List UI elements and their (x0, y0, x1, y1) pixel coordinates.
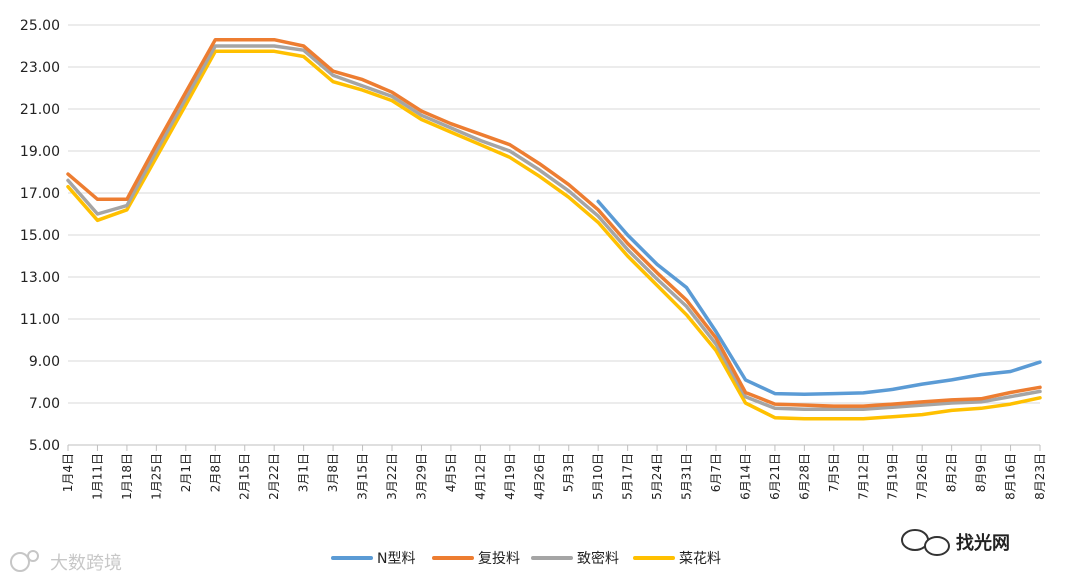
x-tick-label: 5月17日 (621, 453, 635, 500)
watermark-left: 大数跨境 (10, 550, 122, 574)
x-tick-label: 3月1日 (297, 453, 311, 492)
x-tick-label: 5月31日 (680, 453, 694, 500)
y-tick-label: 11.00 (20, 312, 60, 328)
y-axis-ticks: 5.00 7.00 9.00 11.00 13.00 15.00 17.00 19.00 21.… (20, 18, 60, 454)
legend-item: 菜花料 (633, 551, 721, 567)
x-tick-label: 7月19日 (886, 453, 900, 500)
x-tick-label: 8月16日 (1004, 453, 1018, 500)
legend-item: 致密料 (531, 550, 619, 567)
x-tick-label: 2月8日 (208, 453, 222, 492)
x-tick-label: 2月15日 (238, 453, 252, 500)
series-line-3 (66, 49, 1042, 421)
x-tick-label: 1月11日 (90, 453, 104, 500)
x-tick-label: 2月22日 (267, 453, 281, 500)
x-tick-label: 2月1日 (179, 453, 193, 492)
x-tick-label: 6月7日 (709, 453, 723, 492)
x-tick-label: 6月14日 (738, 453, 752, 500)
weibo-logo-icon (10, 550, 39, 572)
x-tick-label: 8月9日 (974, 453, 988, 492)
series-line-2 (66, 44, 1042, 412)
x-tick-label: 5月10日 (591, 453, 605, 500)
x-tick-label: 8月23日 (1033, 453, 1047, 500)
x-tick-label: 1月4日 (61, 453, 75, 492)
y-tick-label: 7.00 (29, 396, 60, 412)
y-tick-label: 9.00 (29, 354, 60, 370)
y-tick-label: 25.00 (20, 18, 60, 34)
x-tick-label: 3月8日 (326, 453, 340, 492)
x-tick-label: 7月26日 (915, 453, 929, 500)
y-tick-label: 21.00 (20, 102, 60, 118)
y-tick-label: 5.00 (29, 438, 60, 454)
y-tick-label: 17.00 (20, 186, 60, 202)
series-lines (66, 37, 1042, 421)
x-tick-label: 4月26日 (532, 453, 546, 500)
x-tick-label: 3月29日 (414, 453, 428, 500)
legend-label: N型料 (377, 551, 415, 567)
legend-item: N型料 (331, 551, 415, 567)
gridlines (68, 24, 1040, 446)
series-line-1 (66, 37, 1042, 408)
x-tick-label: 3月22日 (385, 453, 399, 500)
x-tick-label: 4月19日 (503, 453, 517, 500)
x-tick-label: 6月21日 (768, 453, 782, 500)
x-tick-label: 8月2日 (945, 453, 959, 492)
watermark-right: 找光网 (901, 529, 1010, 556)
y-tick-label: 23.00 (20, 60, 60, 76)
x-axis: 1月4日 1月11日 1月18日 1月25日 2月1日 2月8日 2月15日 2月22日 3月1… (61, 445, 1047, 500)
y-tick-label: 13.00 (20, 270, 60, 286)
legend: N型料 复投料 致密料 菜花料 (331, 550, 721, 567)
watermark-right-text: 找光网 (956, 532, 1010, 554)
legend-label: 复投料 (478, 550, 520, 567)
x-tick-label: 7月5日 (827, 453, 841, 492)
x-tick-label: 1月25日 (149, 453, 163, 500)
legend-item: 复投料 (432, 550, 520, 567)
legend-label: 菜花料 (679, 551, 721, 567)
legend-label: 致密料 (577, 550, 619, 567)
x-tick-label: 7月12日 (856, 453, 870, 500)
x-tick-label: 1月18日 (120, 453, 134, 500)
x-tick-label: 3月15日 (356, 453, 370, 500)
wechat-logo-icon (901, 529, 950, 556)
x-tick-label: 5月3日 (562, 453, 576, 492)
x-tick-label: 4月5日 (444, 453, 458, 492)
x-tick-label: 5月24日 (650, 453, 664, 500)
watermark-left-text: 大数跨境 (50, 553, 122, 574)
x-tick-label: 4月12日 (473, 453, 487, 500)
x-tick-label: 6月28日 (797, 453, 811, 500)
y-tick-label: 15.00 (20, 228, 60, 244)
y-tick-label: 19.00 (20, 144, 60, 160)
series-line-0 (596, 199, 1042, 396)
